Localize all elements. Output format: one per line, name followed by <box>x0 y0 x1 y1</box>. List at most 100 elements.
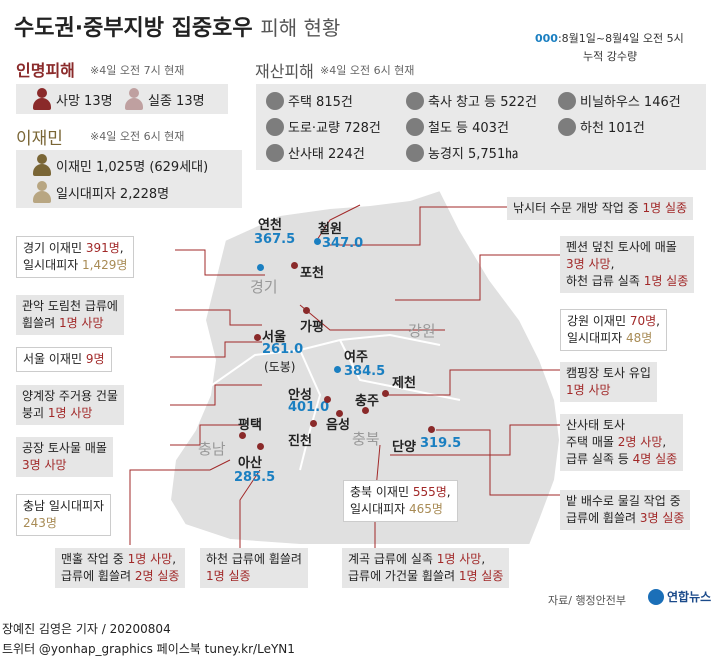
city-dot <box>257 264 264 271</box>
city-yeoncheon: 연천 <box>258 218 282 233</box>
missing-stat: 실종 13명 <box>124 88 205 110</box>
callout-cb-evac: 충북 이재민 555명, 일시대피자 465명 <box>343 480 458 522</box>
city-dot <box>310 420 317 427</box>
callout-text: , <box>446 485 451 499</box>
city-dot <box>254 334 261 341</box>
railway-icon <box>406 117 424 136</box>
yonhap-logo-icon <box>648 588 664 605</box>
callout-highlight: 1명 실종 <box>206 569 251 583</box>
korea-map-shape <box>168 188 562 546</box>
callout-gg-evac: 경기 이재민 391명, 일시대피자 1,429명 <box>16 236 135 278</box>
callout-text: 주택 매몰 <box>566 435 618 449</box>
city-danyang: 단양 <box>392 440 416 455</box>
rain-yeoju: 384.5 <box>344 364 386 379</box>
city-pocheon: 포천 <box>300 266 324 281</box>
callout-text: 충북 이재민 <box>350 485 413 499</box>
callout-highlight: 1명 사망 <box>127 552 173 566</box>
barn-icon <box>406 91 424 110</box>
region-gangwon: 강원 <box>408 322 436 340</box>
rain-seoul: 261.0 <box>262 342 304 357</box>
source-credit: 자료/ 행정안전부 <box>548 594 627 607</box>
missing-value: 실종 13명 <box>148 93 205 109</box>
callout-factory: 공장 토사물 매몰 3명 사망 <box>16 437 113 477</box>
callout-nakshi: 낚시터 수문 개방 작업 중 1명 실종 <box>507 197 694 220</box>
callout-text: 계곡 급류에 실족 <box>348 552 437 566</box>
property-label: 산사태 224건 <box>288 147 365 162</box>
property-label: 농경지 5,751㏊ <box>428 147 519 162</box>
callout-text: 서울 이재민 <box>23 352 86 366</box>
callout-highlight: 465명 <box>409 502 443 516</box>
property-item: 비닐하우스 146건 <box>558 91 681 110</box>
callout-highlight: 1명 사망 <box>566 383 611 397</box>
casualties-note: ※4일 오전 7시 현재 <box>90 64 185 77</box>
property-item: 철도 등 403건 <box>406 117 509 136</box>
callout-highlight: 2명 실종 <box>134 569 180 583</box>
callout-text: , <box>172 552 177 566</box>
callout-text: , <box>481 552 486 566</box>
casualties-box: 사망 13명 실종 13명 <box>16 84 228 114</box>
callout-text: , <box>662 435 667 449</box>
callout-highlight: 3명 사망 <box>22 458 67 472</box>
evacuees-stat: 이재민 1,025명 (629세대) <box>32 154 208 176</box>
callout-text: 일시대피자 <box>567 331 627 345</box>
person-icon <box>32 88 52 110</box>
evacuees-title: 이재민 <box>16 129 63 149</box>
callout-highlight: 1명 사망 <box>47 406 93 420</box>
callout-text: 산사태 토사 <box>566 418 626 432</box>
property-title: 재산피해 <box>255 62 314 81</box>
property-note: ※4일 오전 6시 현재 <box>320 64 415 77</box>
callout-highlight: 1명 실종 <box>642 201 688 215</box>
evacuees-value: 이재민 1,025명 (629세대) <box>56 159 209 175</box>
callout-text: , <box>119 241 124 255</box>
landslide-icon <box>266 143 284 162</box>
callout-valley: 계곡 급류에 실족 1명 사망, 급류에 가건물 휩쓸려 1명 실종 <box>342 548 510 588</box>
callout-text: 급류에 휩쓸려 <box>566 511 640 525</box>
rain-anseong: 401.0 <box>288 400 330 415</box>
callout-text: 충남 일시대피자 <box>23 499 105 513</box>
city-chungju: 충주 <box>355 394 379 409</box>
callout-highlight: 3명 사망 <box>566 257 611 271</box>
title-main: 수도권·중부지방 집중호우 <box>14 16 253 41</box>
city-dot <box>291 262 298 269</box>
city-jincheon: 진천 <box>288 434 312 449</box>
person-icon <box>32 154 52 176</box>
property-item: 축사 창고 등 522건 <box>406 91 537 110</box>
city-dot <box>314 238 321 245</box>
city-dot <box>362 407 369 414</box>
callout-text: 휩쓸려 <box>22 316 59 330</box>
callout-text: 캠핑장 토사 유입 <box>566 366 651 380</box>
callout-text: 하천 급류 실족 <box>566 274 644 288</box>
city-dot <box>324 396 331 403</box>
callout-highlight: 3명 실종 <box>639 511 685 525</box>
callout-highlight: 391명 <box>85 241 120 255</box>
legend-period: :8월1일~8월4일 오전 5시 <box>557 32 684 45</box>
callout-highlight: 243명 <box>23 516 57 530</box>
footer-social: 트위터 @yonhap_graphics 페이스북 tuney.kr/LeYN1 <box>2 642 295 656</box>
city-gapyeong: 가평 <box>300 320 324 335</box>
callout-text: 하천 급류에 휩쓸려 <box>206 552 302 566</box>
property-label: 철도 등 403건 <box>428 121 509 136</box>
title-sub: 피해 현황 <box>260 16 341 40</box>
rain-danyang: 319.5 <box>420 436 462 451</box>
page-title: 수도권·중부지방 집중호우 피해 현황 <box>14 10 340 42</box>
callout-text: 일시대피자 <box>350 502 410 516</box>
callout-text: 급류에 가건물 휩쓸려 <box>348 569 459 583</box>
callout-landslide: 산사태 토사 주택 매몰 2명 사망, 급류 실족 등 4명 실종 <box>560 414 684 471</box>
callout-gw-evac: 강원 이재민 70명, 일시대피자 48명 <box>560 309 667 351</box>
city-dot <box>382 390 389 397</box>
temp-evacuees-value: 일시대피자 2,228명 <box>56 186 170 202</box>
deaths-stat: 사망 13명 <box>32 88 113 110</box>
callout-text: 강원 이재민 <box>567 314 630 328</box>
callout-highlight: 1명 사망 <box>58 316 104 330</box>
property-item: 도로·교량 728건 <box>266 117 381 136</box>
callout-text: 밭 배수로 물길 작업 중 <box>566 494 681 508</box>
property-label: 비닐하우스 146건 <box>580 95 681 110</box>
city-eumseong: 음성 <box>326 418 350 433</box>
city-dot <box>428 426 435 433</box>
property-label: 하천 101건 <box>580 121 645 136</box>
logo-text: 연합뉴스 <box>667 590 712 604</box>
region-chungnam: 충남 <box>198 440 226 458</box>
person-icon <box>32 181 52 203</box>
callout-highlight: 9명 <box>85 352 105 366</box>
